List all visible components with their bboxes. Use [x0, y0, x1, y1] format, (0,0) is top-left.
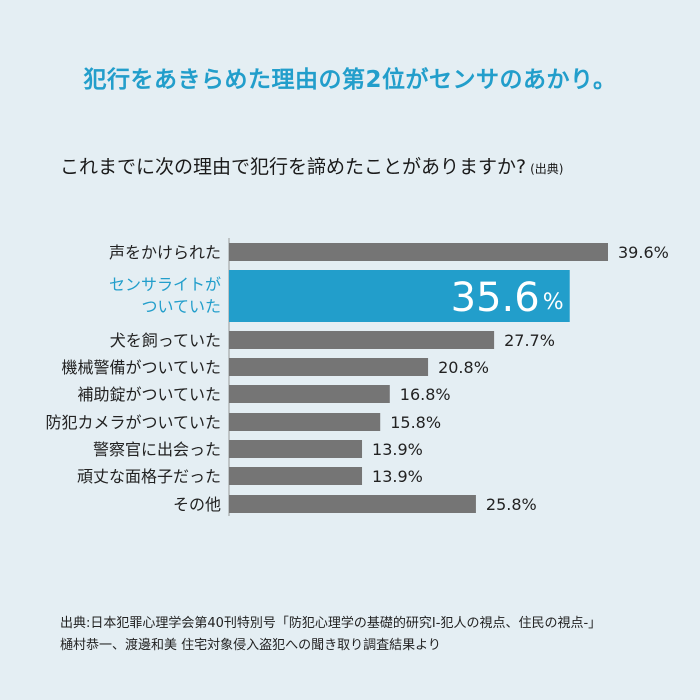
headline: 犯行をあきらめた理由の第2位がセンサのあかり。 [83, 67, 617, 93]
value-label-6: 13.9% [372, 440, 423, 459]
question-text: これまでに次の理由で犯行を諦めたことがありますか? [60, 156, 527, 178]
category-label-5: 防犯カメラがついていた [45, 413, 221, 432]
bar-4 [229, 385, 390, 403]
value-label-2: 27.7% [504, 331, 555, 350]
category-label-2: 犬を飼っていた [110, 331, 221, 350]
value-label-3: 20.8% [438, 358, 489, 377]
bar-0 [229, 243, 608, 261]
value-label-8: 25.8% [486, 495, 537, 514]
bar-8 [229, 495, 476, 513]
bar-6 [229, 440, 363, 458]
survey-question: これまでに次の理由で犯行を諦めたことがありますか? (出典) [60, 152, 563, 179]
value-unit-label: % [543, 290, 564, 315]
source-citation: 出典:日本犯罪心理学会第40刊特別号「防犯心理学の基礎的研究I-犯人の視点、住民… [60, 613, 680, 657]
category-label-4: 補助錠がついていた [77, 385, 221, 404]
citation-line-2: 樋村恭一、渡邊和美 住宅対象侵入盗犯への聞き取り調査結果より [60, 638, 441, 653]
bar-2 [229, 331, 495, 349]
value-label-1: 35.6 [451, 275, 540, 321]
bar-3 [229, 358, 429, 376]
value-label-0: 39.6% [618, 243, 669, 262]
category-label-7: 頑丈な面格子だった [77, 467, 221, 486]
value-label-5: 15.8% [390, 413, 441, 432]
category-label-3: 機械警備がついていた [61, 358, 221, 377]
bar-5 [229, 413, 381, 431]
value-label-7: 13.9% [372, 467, 423, 486]
category-label-8: その他 [173, 495, 221, 514]
value-label-4: 16.8% [400, 385, 451, 404]
question-source: (出典) [530, 162, 564, 176]
category-label-line: ついていた [141, 297, 221, 316]
bar-1 [229, 270, 570, 322]
category-label-0: 声をかけられた [109, 243, 221, 262]
category-label-1: センサライトがついていた [109, 275, 221, 316]
bar-7 [229, 467, 363, 485]
citation-line-1: 出典:日本犯罪心理学会第40刊特別号「防犯心理学の基礎的研究I-犯人の視点、住民… [60, 616, 602, 631]
category-label-6: 警察官に出会った [93, 440, 221, 459]
category-label-line: センサライトが [109, 275, 221, 294]
